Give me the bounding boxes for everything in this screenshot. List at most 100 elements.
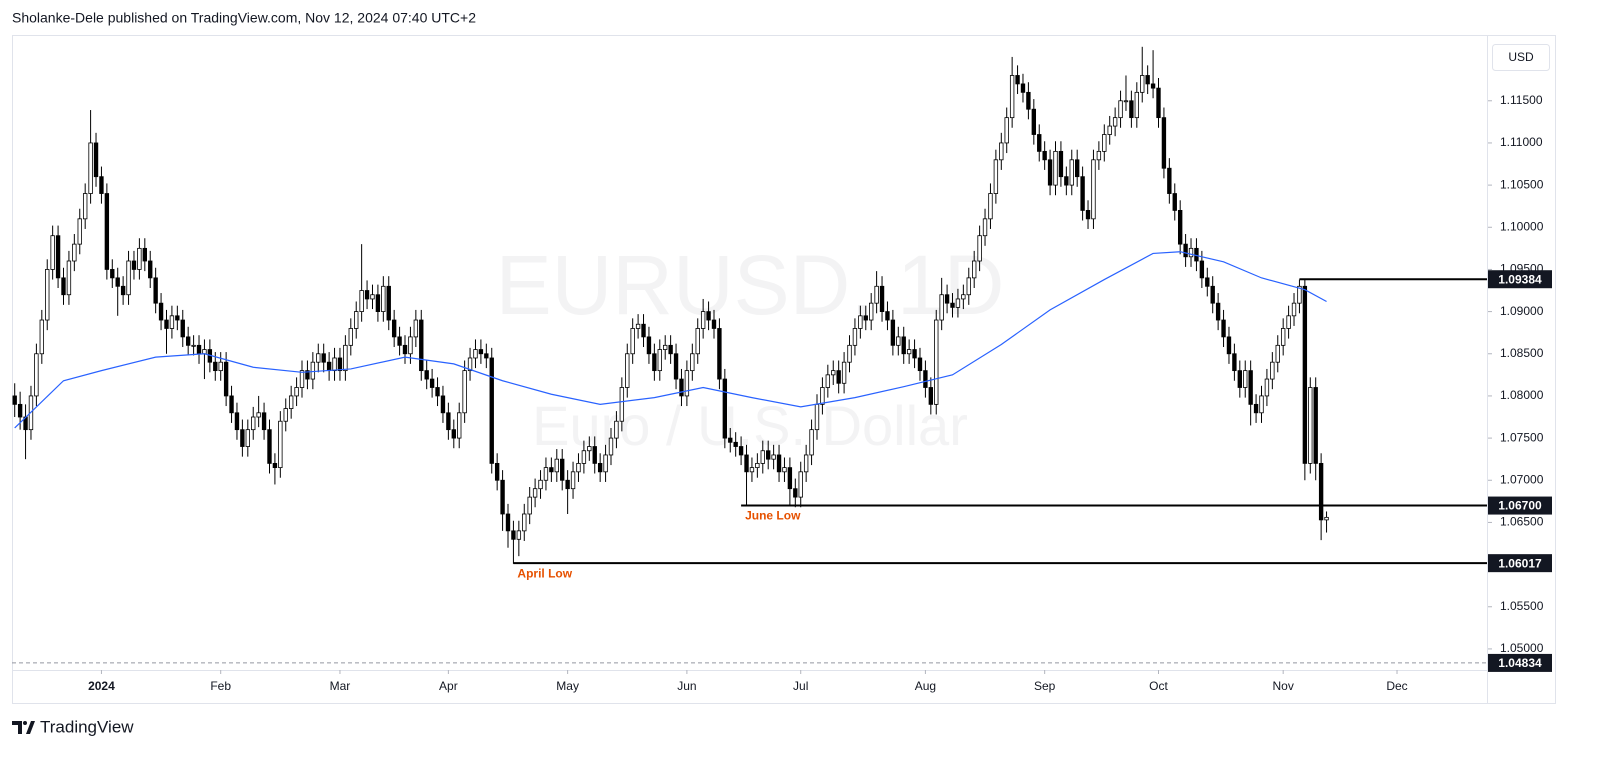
candle-body: [679, 378, 684, 397]
candle-body: [1226, 336, 1232, 355]
candle-body: [684, 370, 690, 397]
candle-body: [66, 260, 72, 296]
candle-body: [1031, 108, 1037, 135]
candle-body: [543, 467, 549, 481]
candle-body: [972, 260, 977, 279]
candle-body: [413, 319, 419, 338]
level-price-box: [1488, 270, 1552, 289]
candle-body: [955, 298, 961, 308]
candle-body: [82, 193, 88, 220]
candle-body: [321, 353, 326, 363]
candle-body: [1280, 328, 1286, 346]
candle-body: [1096, 150, 1102, 161]
currency-box[interactable]: [1492, 44, 1550, 71]
candle-body: [836, 370, 841, 384]
candle-body: [690, 353, 695, 372]
candle-body: [256, 412, 261, 418]
y-tick-label: 1.05500: [1500, 599, 1544, 613]
candle-body: [1253, 403, 1259, 414]
candle-body: [467, 357, 473, 372]
candle-body: [50, 235, 55, 270]
candle-body: [782, 467, 787, 473]
candle-body: [1264, 378, 1270, 397]
candle-body: [1156, 87, 1161, 119]
y-tick-label: 1.11500: [1500, 93, 1543, 107]
candle-body: [663, 344, 668, 350]
brand-name: TradingView: [40, 717, 134, 736]
candle-body: [1123, 100, 1129, 103]
candle-body: [879, 285, 885, 313]
candle-body: [1302, 285, 1308, 464]
candle-body: [1324, 516, 1329, 521]
candle-body: [169, 315, 175, 329]
candles: [12, 46, 1329, 564]
candle-body: [12, 395, 17, 405]
candle-body: [1145, 75, 1150, 85]
candle-body: [391, 319, 397, 338]
candle-body: [386, 285, 391, 321]
candle-body: [1313, 387, 1318, 464]
candle-body: [668, 344, 673, 355]
candle-body: [982, 218, 988, 237]
candle-body: [944, 294, 950, 304]
candle-body: [240, 429, 245, 447]
candle-body: [1140, 75, 1145, 93]
candle-body: [565, 479, 570, 490]
x-tick-label: Jun: [677, 679, 696, 693]
candle-body: [950, 302, 955, 308]
candle-body: [1275, 344, 1280, 363]
candle-body: [1297, 285, 1302, 304]
candle-body: [213, 361, 218, 372]
candle-body: [326, 361, 332, 372]
candle-body: [1248, 370, 1253, 405]
candle-body: [928, 387, 934, 405]
x-tick-label: Sep: [1034, 679, 1056, 693]
candle-body: [1134, 91, 1140, 119]
candle-body: [1107, 125, 1112, 135]
candle-body: [619, 387, 625, 422]
candle-body: [1237, 370, 1243, 388]
candle-body: [1004, 117, 1009, 144]
candle-body: [700, 311, 706, 329]
candle-body: [234, 412, 240, 431]
candle-body: [511, 530, 516, 540]
candle-body: [1026, 91, 1031, 110]
candle-body: [131, 260, 137, 270]
candle-body: [34, 353, 39, 397]
y-tick-label: 1.06500: [1500, 515, 1544, 529]
candle-body: [196, 344, 202, 355]
x-tick-label: Aug: [915, 679, 936, 693]
candle-body: [337, 357, 343, 372]
candle-body: [191, 344, 196, 347]
candle-body: [939, 294, 944, 321]
candle-body: [93, 142, 99, 178]
candle-body: [1118, 100, 1123, 119]
x-tick-label: Dec: [1386, 679, 1407, 693]
candle-body: [825, 374, 831, 388]
candle-body: [359, 290, 364, 313]
candle-body: [451, 429, 456, 439]
x-tick-label: 2024: [88, 679, 115, 693]
candle-body: [251, 416, 256, 431]
candle-body: [332, 357, 337, 372]
candle-body: [110, 269, 115, 279]
candle-body: [310, 361, 316, 380]
x-tick-label: Oct: [1149, 679, 1168, 693]
candle-body: [1150, 83, 1156, 89]
header: Sholanke-Dele published on TradingView.c…: [12, 10, 476, 26]
level-price-label: 1.04834: [1498, 656, 1542, 670]
candle-body: [288, 395, 294, 409]
candle-body: [77, 218, 82, 245]
candle-body: [999, 142, 1004, 161]
candle-body: [148, 260, 153, 279]
candle-body: [158, 302, 164, 321]
candle-body: [316, 353, 321, 363]
candle-body: [1232, 353, 1237, 372]
y-tick-label: 1.11000: [1500, 135, 1543, 149]
candle-body: [1058, 150, 1064, 178]
candle-body: [1259, 395, 1264, 414]
candle-body: [1015, 75, 1020, 85]
candle-body: [841, 361, 847, 384]
x-tick-label: May: [556, 679, 579, 693]
